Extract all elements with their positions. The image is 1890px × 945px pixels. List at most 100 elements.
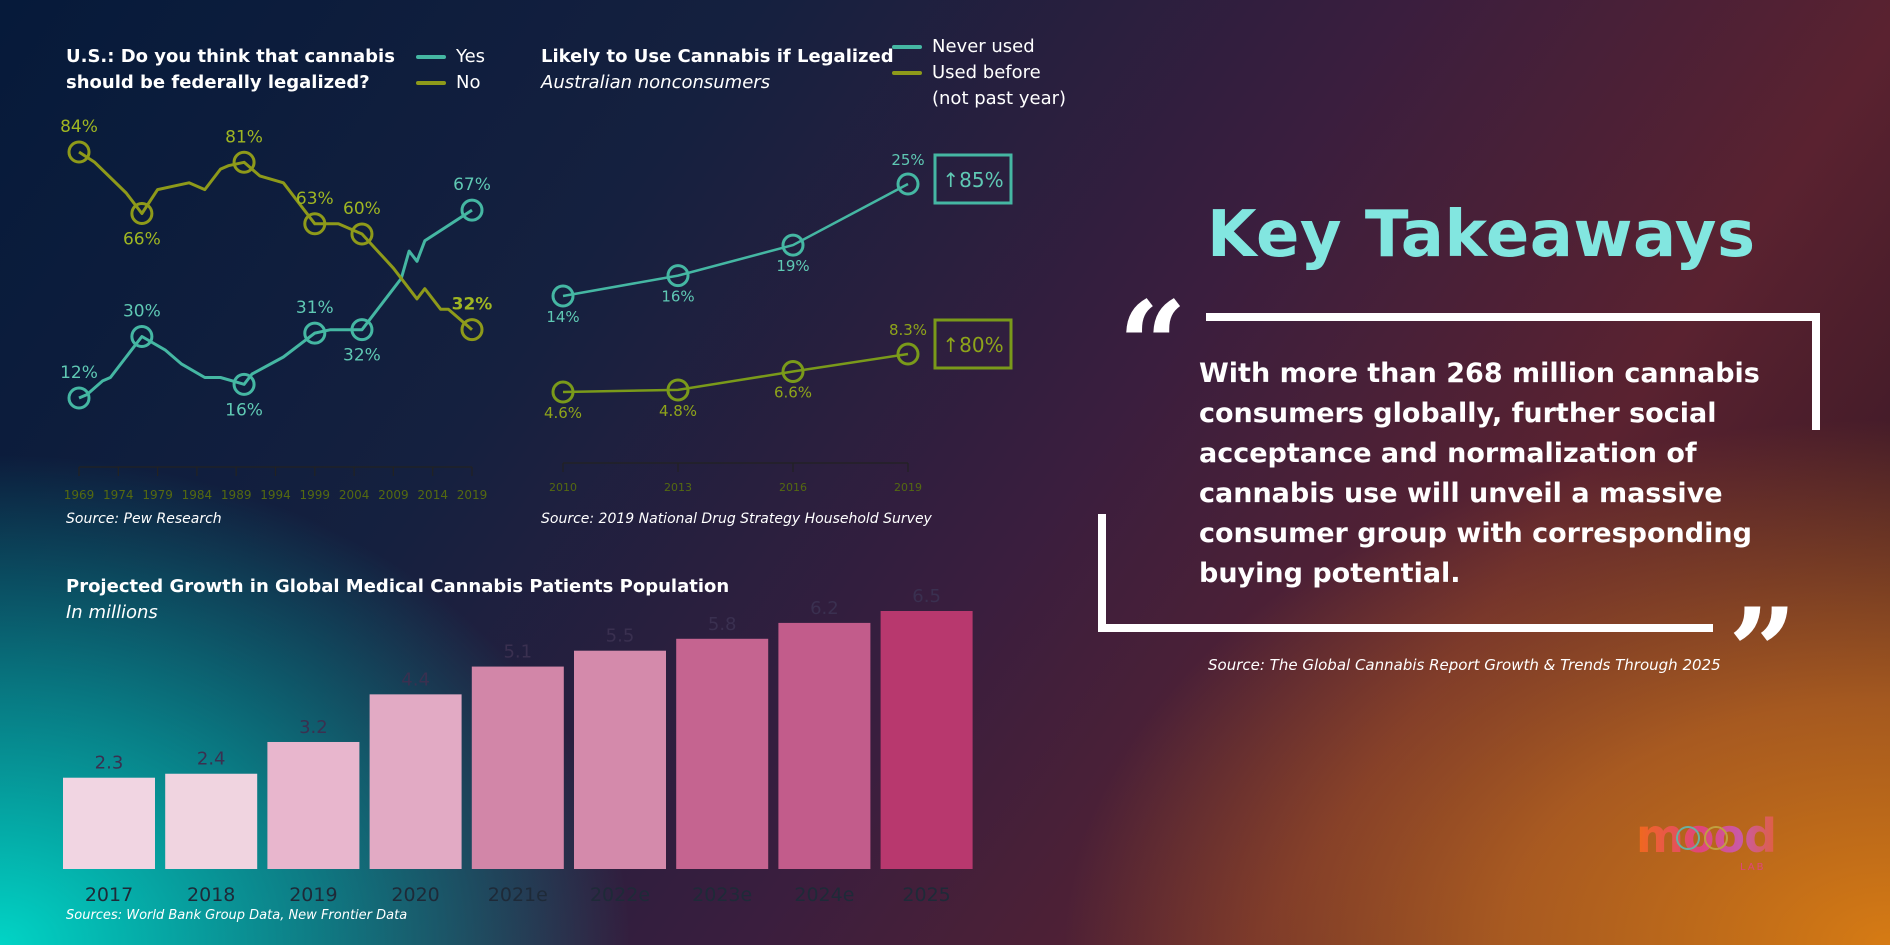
- left-chart-source: Source: Pew Research: [66, 511, 222, 527]
- x-tick-label: 1994: [260, 488, 291, 502]
- bar: [63, 777, 155, 869]
- series-line-yes: [78, 208, 473, 400]
- legend-label-no: No: [456, 72, 481, 93]
- data-point-marker: [666, 378, 690, 402]
- middle-chart-subtitle: Australian nonconsumers: [541, 72, 771, 93]
- bar-value-label: 5.5: [606, 626, 635, 647]
- data-point-marker: [130, 325, 154, 348]
- bar-category-label: 2021e: [488, 884, 548, 906]
- bar-value-label: 2.4: [197, 749, 226, 770]
- bar-category-label: 2025: [902, 884, 950, 906]
- bar-value-label: 6.2: [810, 598, 839, 619]
- quote-line: With more than 268 million cannabis: [1199, 358, 1760, 389]
- bar-category-label: 2020: [391, 884, 439, 906]
- bar-chart-subtitle: In millions: [66, 602, 158, 623]
- x-tick-label: 1984: [182, 488, 213, 502]
- bar-value-label: 5.1: [503, 642, 532, 663]
- change-badge-box: [933, 318, 1013, 370]
- australia-chart-group: 2010 2013 2016 2019 14% 16% 19% 25% ↑85% 4.6% 4.8%…: [544, 151, 1013, 494]
- logo-ring: [1676, 826, 1700, 850]
- data-point-marker: [67, 140, 91, 164]
- x-tick-label: 1999: [300, 488, 331, 502]
- data-point-marker: [232, 372, 256, 396]
- x-tick-label: 1974: [103, 488, 134, 502]
- middle-chart-legend: Never used Used before (not past year): [892, 34, 1066, 112]
- data-point-marker: [350, 222, 374, 246]
- change-badge-label: ↑85%: [942, 168, 1003, 192]
- left-chart-legend: Yes No: [416, 44, 485, 96]
- quote-line: consumer group with corresponding: [1199, 518, 1752, 549]
- bar-chart-heading: Projected Growth in Global Medical Canna…: [66, 574, 729, 626]
- legend-swatch-no: [416, 81, 446, 85]
- data-point-marker: [666, 264, 690, 288]
- left-chart-title-line2: should be federally legalized?: [66, 72, 370, 93]
- left-chart-title-line1: U.S.: Do you think that cannabis: [66, 46, 395, 67]
- bar: [574, 650, 666, 869]
- data-label: 8.3%: [889, 321, 927, 339]
- data-label: 81%: [225, 127, 263, 147]
- x-tick-label: 2014: [417, 488, 448, 502]
- x-tick-label: 2016: [779, 481, 807, 494]
- key-takeaways-title: Key Takeaways: [1207, 198, 1756, 272]
- data-label: 67%: [453, 175, 491, 195]
- legend-item-no: No: [416, 70, 485, 96]
- x-tick-label: 1969: [64, 488, 95, 502]
- bar-value-label: 5.8: [708, 614, 737, 635]
- series-line: [562, 352, 909, 394]
- data-point-marker: [551, 380, 575, 404]
- data-label: 32%: [343, 346, 381, 366]
- legend-swatch-used-before: [892, 71, 922, 75]
- data-point-marker: [781, 233, 805, 257]
- bar-category-label: 2023e: [692, 884, 752, 906]
- x-tick-label: 2013: [664, 481, 692, 494]
- bar: [369, 694, 462, 869]
- bar-value-label: 6.5: [912, 586, 941, 607]
- bar-category-label: 2019: [289, 884, 337, 906]
- bar-value-label: 3.2: [299, 717, 328, 738]
- data-label: 84%: [60, 117, 98, 137]
- quote-line: consumers globally, further social: [1199, 398, 1717, 429]
- data-point-marker: [232, 150, 256, 174]
- key-takeaways-quote: With more than 268 million cannabis cons…: [1199, 354, 1760, 594]
- data-label: 32%: [452, 295, 493, 315]
- bar: [471, 666, 564, 869]
- bar-value-label: 4.4: [401, 669, 430, 690]
- legend-label-yes: Yes: [456, 46, 486, 67]
- data-label: 63%: [296, 189, 334, 209]
- bar: [880, 611, 973, 869]
- bar-category-label: 2022e: [590, 884, 650, 906]
- data-label: 16%: [225, 400, 263, 420]
- bar-chart-source: Sources: World Bank Group Data, New Fron…: [66, 908, 408, 923]
- data-label: 4.6%: [544, 404, 582, 422]
- key-takeaways-source: Source: The Global Cannabis Report Growt…: [1208, 656, 1721, 674]
- data-point-marker: [896, 172, 920, 196]
- quote-bracket-top: [1206, 313, 1819, 321]
- change-badge-label: ↑80%: [942, 333, 1003, 357]
- x-tick-label: 2004: [339, 488, 370, 502]
- close-quote-icon: ”: [1728, 582, 1798, 723]
- bar-category-label: 2017: [85, 884, 133, 906]
- logo-sub: LAB: [1740, 862, 1766, 873]
- logo-ring: [1704, 826, 1728, 850]
- legend-label-never-used: Never used: [932, 36, 1035, 57]
- open-quote-icon: “: [1118, 275, 1188, 416]
- legend-label-used-before-line1: Used before: [932, 62, 1041, 83]
- data-label: 4.8%: [659, 402, 697, 420]
- middle-chart-title: Likely to Use Cannabis if Legalized: [541, 46, 894, 67]
- bar-category-label: 2018: [187, 884, 235, 906]
- data-point-marker: [781, 359, 805, 383]
- quote-bracket-left: [1098, 514, 1106, 632]
- quote-bracket-bottom: [1098, 624, 1713, 632]
- bar: [676, 638, 769, 869]
- x-tick-label: 1979: [142, 488, 173, 502]
- quote-line: acceptance and normalization of: [1199, 438, 1697, 469]
- bar: [778, 622, 871, 869]
- x-tick-label: 2010: [549, 481, 577, 494]
- bar: [165, 773, 258, 869]
- quote-line: buying potential.: [1199, 558, 1461, 589]
- legend-label-used-before-line2: (not past year): [932, 88, 1067, 109]
- data-point-marker: [67, 386, 91, 410]
- legend-item-never-used: Never used: [892, 34, 1066, 60]
- bar: [267, 741, 360, 869]
- bar-chart-group: 2.3 2017 2.4 2018 3.2 2019 4.4 2020 5.1 2021e 5.5 2…: [63, 586, 973, 906]
